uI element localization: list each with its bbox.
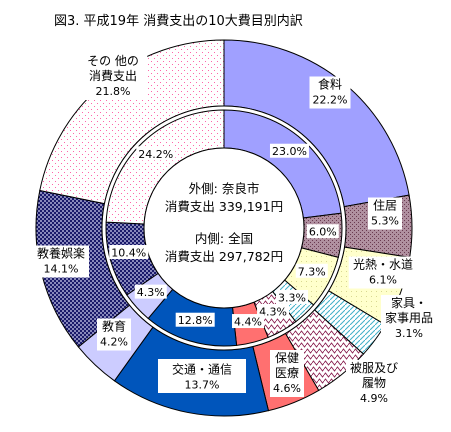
category-label-bg-food <box>309 76 351 109</box>
category-label-medical-0: 保健 <box>275 351 299 365</box>
inner-label-bg-furniture <box>275 289 308 304</box>
inner-ring-label-housing: 6.0% <box>309 226 337 239</box>
category-label-bg-furniture <box>381 295 437 342</box>
inner-label-bg-food <box>269 143 309 158</box>
inner-label-bg-other <box>136 146 176 161</box>
category-label-furniture-1: 家事用品 <box>385 310 433 325</box>
center-inner-line2: 消費支出 297,782円 <box>165 249 283 264</box>
inner-label-bg-education <box>134 284 167 299</box>
category-label-other-0: その 他の <box>87 54 139 68</box>
category-label-bg-housing <box>368 197 402 230</box>
outer-label-clothing: 4.9% <box>360 392 388 405</box>
center-text: 外側: 奈良市 消費支出 339,191円 内側: 全国 消費支出 297,78… <box>165 181 283 264</box>
category-label-furniture-0: 家具・ <box>391 295 427 310</box>
inner-label-bg-transport <box>175 312 215 327</box>
inner-label-bg-clothing <box>257 303 290 318</box>
inner-label-bg-recreation <box>109 245 149 260</box>
category-label-bg-utilities <box>348 256 418 289</box>
category-label-other-1: 消費支出 <box>89 68 137 83</box>
category-label-food-0: 食料 <box>318 77 342 92</box>
inner-ring-label-transport: 12.8% <box>178 314 213 327</box>
category-label-clothing-1: 履物 <box>362 376 386 390</box>
category-label-transport-0: 交通・通信 <box>172 362 232 377</box>
inner-ring-label-food: 23.0% <box>272 145 307 158</box>
inner-label-bg-housing <box>306 224 339 239</box>
inner-ring-label-clothing: 4.3% <box>259 305 287 318</box>
inner-ring-label-recreation: 10.4% <box>111 247 146 260</box>
category-label-medical-1: 医療 <box>275 366 299 380</box>
category-label-bg-recreation <box>33 245 89 278</box>
inner-ring-label-education: 4.3% <box>137 286 165 299</box>
outer-label-housing: 5.3% <box>371 215 399 228</box>
inner-label-bg-utilities <box>295 263 328 278</box>
outer-label-recreation: 14.1% <box>44 263 79 276</box>
inner-ring-label-medical: 4.4% <box>234 316 262 329</box>
chart-title: 図3. 平成19年 消費支出の10大費目別内訳 <box>54 13 303 29</box>
category-label-housing-0: 住居 <box>373 199 397 213</box>
center-outer-line1: 外側: 奈良市 <box>189 181 260 196</box>
inner-ring-label-other: 24.2% <box>138 148 173 161</box>
outer-label-utilities: 6.1% <box>369 274 397 287</box>
outer-label-other: 21.8% <box>96 85 131 98</box>
category-label-bg-clothing <box>346 360 402 407</box>
category-label-utilities-0: 光熱・水道 <box>353 258 413 272</box>
category-label-education-0: 教育 <box>102 319 126 334</box>
category-label-bg-education <box>97 318 131 351</box>
center-disc <box>143 147 305 309</box>
category-label-clothing-0: 被服及び <box>350 361 398 375</box>
category-label-bg-medical <box>270 350 304 397</box>
outer-label-education: 4.2% <box>100 336 128 349</box>
inner-ring-label-utilities: 7.3% <box>298 265 326 278</box>
category-label-bg-transport <box>158 359 246 393</box>
category-label-bg-other <box>78 53 148 100</box>
center-outer-line2: 消費支出 339,191円 <box>165 199 283 214</box>
center-inner-line1: 内側: 全国 <box>195 231 253 246</box>
inner-ring-label-furniture: 3.3% <box>278 291 306 304</box>
labels: 23.0%6.0%7.3%3.3%4.3%4.4%12.8%4.3%10.4%2… <box>33 53 437 407</box>
outer-label-food: 22.2% <box>313 94 348 107</box>
inner-label-bg-medical <box>232 314 265 329</box>
outer-label-furniture: 3.1% <box>395 327 423 340</box>
category-label-recreation-0: 教養娯楽 <box>37 246 85 261</box>
outer-label-medical: 4.6% <box>273 382 301 395</box>
outer-label-transport: 13.7% <box>185 379 220 392</box>
